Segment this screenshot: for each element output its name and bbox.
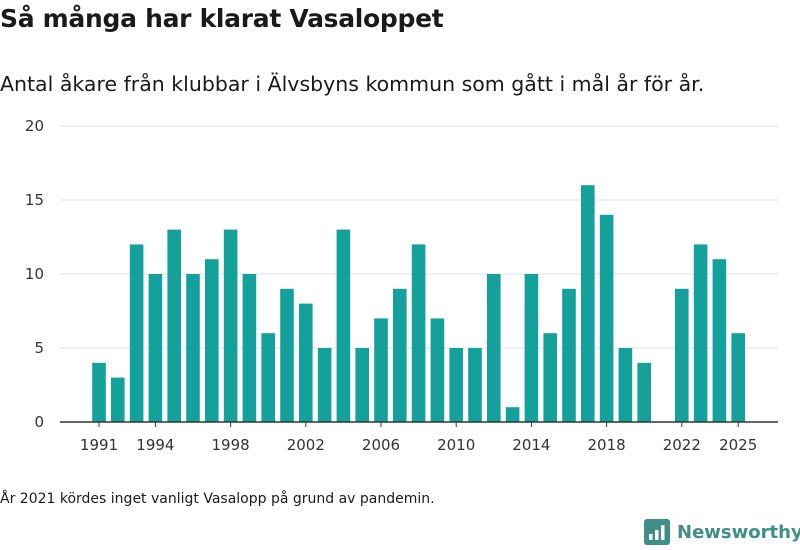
bar-1994 — [148, 274, 163, 422]
bar-2011 — [468, 348, 482, 422]
chart-title: Så många har klarat Vasaloppet — [0, 4, 444, 33]
bar-2018 — [599, 214, 614, 422]
bar-2007 — [393, 288, 407, 422]
bar-1998 — [223, 229, 238, 422]
brand-name: Newsworthy — [677, 521, 800, 543]
bar-2023 — [693, 244, 708, 422]
bar-2001 — [280, 288, 294, 422]
bar-1999 — [242, 274, 257, 422]
x-axis-ticks: 1991 1994 1998 2002 2006 2010 2014 2018 2022 2025 — [80, 422, 757, 454]
bar-2010 — [449, 348, 463, 422]
x-tick-label: 2018 — [588, 436, 626, 454]
x-tick-label: 2022 — [663, 436, 701, 454]
x-tick-label: 2002 — [287, 436, 325, 454]
bar-chart: 0 5 10 15 20 1991 1994 1998 2002 2006 2010 2014 201… — [25, 117, 778, 454]
y-tick-label: 20 — [25, 117, 44, 135]
bar-2019 — [618, 348, 633, 422]
y-tick-label: 0 — [34, 413, 44, 431]
bar-2009 — [430, 318, 445, 422]
bar-1992 — [111, 377, 125, 422]
bar-chart-logo-icon — [644, 519, 670, 545]
bar-2015 — [543, 333, 557, 422]
chart-subtitle: Antal åkare från klubbar i Älvsbyns komm… — [0, 72, 705, 96]
bar-1996 — [186, 274, 200, 422]
bar-2006 — [374, 318, 388, 422]
bar-2003 — [317, 348, 332, 422]
y-tick-label: 5 — [34, 339, 44, 357]
x-tick-label: 1998 — [212, 436, 250, 454]
bar-2008 — [411, 244, 426, 422]
bar-2004 — [336, 229, 351, 422]
y-axis-ticks: 0 5 10 15 20 — [25, 117, 44, 431]
bar-2013 — [505, 407, 520, 422]
x-tick-label: 2014 — [512, 436, 550, 454]
y-tick-label: 10 — [25, 265, 44, 283]
brand-logo[interactable]: Newsworthy — [644, 517, 800, 547]
bar-2024 — [712, 259, 727, 422]
bar-2025 — [731, 333, 745, 422]
bar-2005 — [355, 348, 369, 422]
footnote: År 2021 kördes inget vanligt Vasalopp på… — [0, 491, 435, 507]
bar-1991 — [92, 362, 106, 422]
bar-2016 — [562, 288, 576, 422]
bars — [92, 185, 745, 422]
bar-2014 — [524, 274, 539, 422]
bar-1997 — [205, 259, 219, 422]
x-tick-label: 1991 — [80, 436, 118, 454]
y-tick-label: 15 — [25, 191, 44, 209]
bar-2000 — [261, 333, 275, 422]
x-tick-label: 1994 — [136, 436, 174, 454]
bar-2020 — [637, 362, 651, 422]
x-tick-label: 2025 — [719, 436, 757, 454]
x-tick-label: 2006 — [362, 436, 400, 454]
bar-1993 — [129, 244, 144, 422]
bar-1995 — [167, 229, 181, 422]
bar-2017 — [581, 185, 595, 422]
bar-2002 — [299, 303, 313, 422]
bar-2012 — [487, 274, 501, 422]
bar-2022 — [675, 288, 689, 422]
x-tick-label: 2010 — [437, 436, 475, 454]
